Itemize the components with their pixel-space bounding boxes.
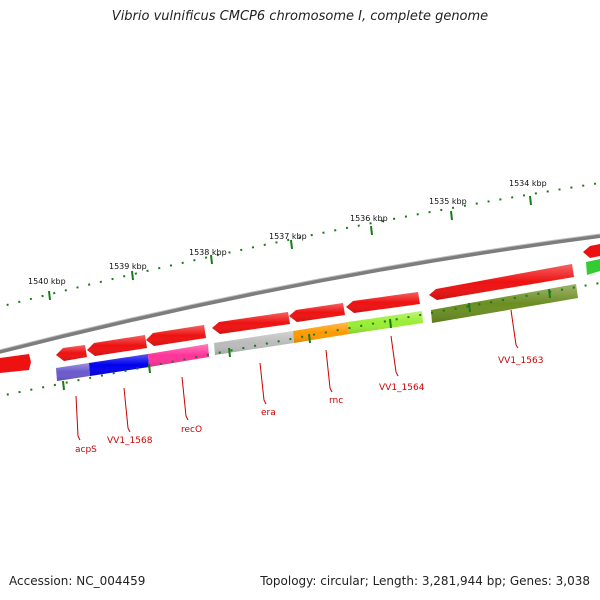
- gene-bar-next: [586, 259, 600, 275]
- genes-value: 3,038: [555, 574, 590, 588]
- inner-scale-ring: [0, 282, 600, 398]
- scale-label: 1538 kbp: [189, 248, 227, 257]
- gene-label-VV1_1563: VV1_1563: [498, 356, 543, 366]
- genome-backbone: [0, 234, 600, 354]
- gene-label-era: era: [261, 408, 276, 418]
- outer-scale-ring: [0, 182, 600, 308]
- inner-major-tick: [308, 333, 311, 344]
- inner-major-tick: [389, 318, 392, 329]
- genes-label: Genes:: [509, 574, 552, 588]
- gene-label-rnc: rnc: [329, 396, 343, 406]
- gene-label-recO: recO: [181, 425, 202, 435]
- length-label: Length:: [372, 574, 419, 588]
- scale-label: 1534 kbp: [509, 179, 547, 188]
- major-tick: [210, 254, 213, 265]
- length-value: 3,281,944 bp: [421, 574, 502, 588]
- cog-bars: [56, 259, 600, 381]
- label-leaders: [75, 309, 519, 441]
- accession-info: Accession: NC_004459: [9, 574, 145, 588]
- scale-label: 1537 kbp: [269, 232, 307, 241]
- map-title: Vibrio vulnificus CMCP6 chromosome I, co…: [111, 9, 489, 24]
- gene-labels: acpS VV1_1568 recO era rnc VV1_1564 VV1_…: [75, 356, 543, 455]
- inner-major-tick: [468, 302, 471, 313]
- gene-label-acpS: acpS: [75, 445, 97, 455]
- major-tick: [529, 195, 532, 206]
- accession-value: NC_004459: [76, 574, 146, 588]
- major-tick: [450, 210, 453, 221]
- scale-label: 1539 kbp: [109, 262, 147, 271]
- gene-arrows: [0, 244, 600, 373]
- major-tick: [370, 225, 373, 236]
- topology-label: Topology:: [260, 574, 317, 588]
- inner-major-tick: [228, 347, 231, 358]
- genome-summary: Topology: circular; Length: 3,281,944 bp…: [260, 574, 590, 588]
- gene-arrow: [583, 244, 600, 258]
- topology-value: circular: [320, 574, 365, 588]
- accession-label: Accession:: [9, 574, 73, 588]
- inner-major-tick: [548, 288, 551, 299]
- scale-label: 1535 kbp: [429, 197, 467, 206]
- scale-label: 1536 kbp: [350, 214, 388, 223]
- major-tick: [131, 270, 134, 281]
- inner-major-tick: [62, 380, 65, 391]
- major-tick: [290, 239, 293, 250]
- inner-major-tick: [148, 363, 151, 374]
- gene-label-VV1_1568: VV1_1568: [107, 436, 153, 446]
- scale-label: 1540 kbp: [28, 277, 66, 286]
- gene-label-VV1_1564: VV1_1564: [379, 383, 425, 393]
- scale-labels: 1540 kbp 1539 kbp 1538 kbp 1537 kbp 1536…: [28, 179, 547, 286]
- major-tick: [48, 290, 51, 301]
- gene-arrow: [0, 354, 31, 373]
